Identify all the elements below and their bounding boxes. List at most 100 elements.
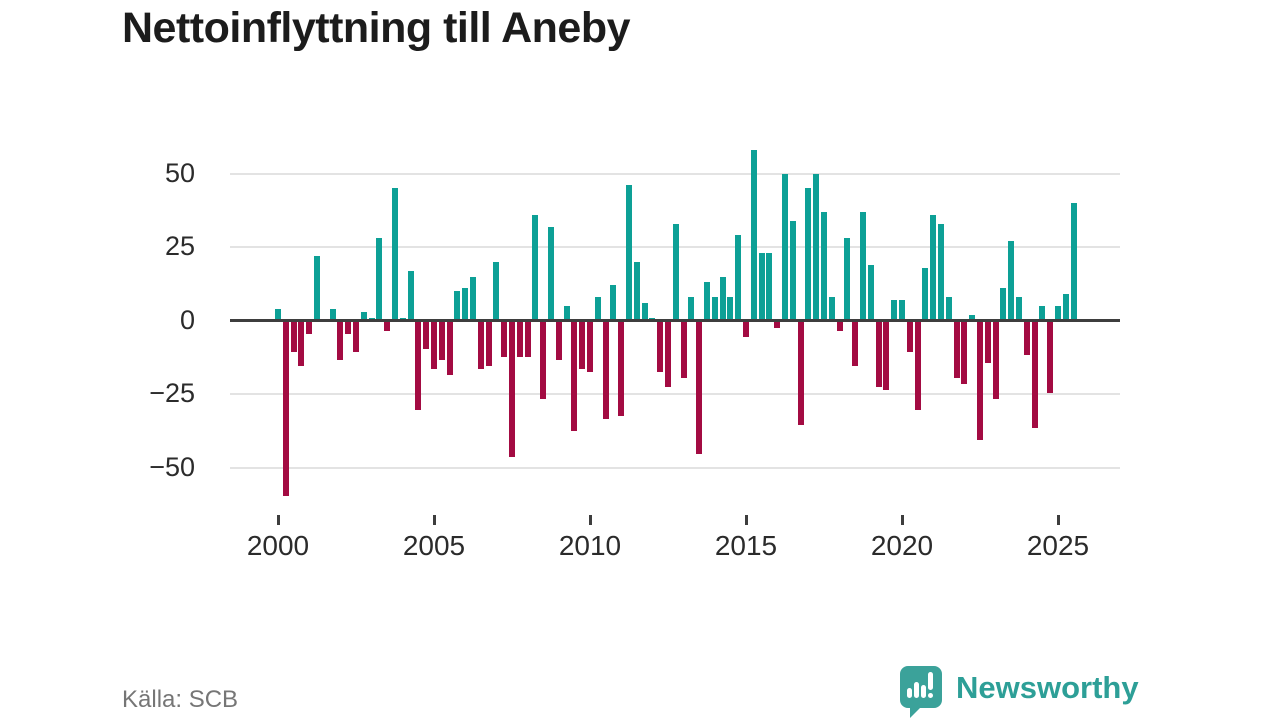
bar-2006Q3 bbox=[477, 320, 484, 370]
bar-2012Q2 bbox=[657, 320, 664, 373]
bar-2008Q3 bbox=[540, 320, 547, 399]
bar-2020Q3 bbox=[914, 320, 921, 411]
bar-2020Q2 bbox=[906, 320, 913, 352]
bar-2024Q2 bbox=[1031, 320, 1038, 429]
bar-2004Q3 bbox=[415, 320, 422, 411]
bar-2019Q4 bbox=[891, 300, 898, 323]
bar-2002Q2 bbox=[345, 320, 352, 334]
y-tick-label-50: 50 bbox=[164, 157, 195, 188]
bar-2016Q1 bbox=[774, 320, 781, 329]
y-axis-labels: 50 25 0 −25 −50 bbox=[115, 140, 210, 520]
gridline-50 bbox=[230, 172, 1120, 175]
bar-2002Q1 bbox=[337, 320, 344, 361]
x-tick-label-2025: 2025 bbox=[1026, 530, 1090, 561]
bar-2023Q1 bbox=[992, 320, 999, 399]
bar-2003Q2 bbox=[376, 238, 383, 323]
bar-2009Q2 bbox=[563, 306, 570, 323]
bar-2000Q2 bbox=[282, 320, 289, 496]
bar-2015Q3 bbox=[758, 253, 765, 323]
x-tick-2025 bbox=[1056, 515, 1060, 525]
bar-2007Q1 bbox=[493, 261, 500, 323]
plot-area: 2000 2005 2010 2015 2020 2025 bbox=[230, 140, 1120, 570]
bar-2011Q4 bbox=[641, 303, 648, 323]
y-tick-label-0: 0 bbox=[179, 304, 195, 335]
source-label: Källa: SCB bbox=[122, 686, 239, 713]
bar-2006Q4 bbox=[485, 320, 492, 367]
brand-name: Newsworthy bbox=[956, 670, 1139, 705]
bar-2024Q1 bbox=[1023, 320, 1030, 355]
bar-2025Q2 bbox=[1062, 294, 1069, 323]
x-tick-2020 bbox=[900, 515, 904, 525]
bar-2022Q3 bbox=[977, 320, 983, 440]
newsworthy-logo-icon bbox=[900, 666, 942, 718]
bar-2011Q1 bbox=[618, 320, 625, 417]
bar-2019Q2 bbox=[875, 320, 882, 387]
bar-2023Q3 bbox=[1008, 241, 1015, 323]
x-tick-label-2005: 2005 bbox=[402, 530, 466, 561]
bar-2018Q3 bbox=[852, 320, 859, 367]
bar-2020Q4 bbox=[922, 267, 929, 323]
bar-2022Q1 bbox=[961, 320, 968, 384]
bar-2018Q4 bbox=[860, 211, 866, 323]
bar-2005Q3 bbox=[446, 320, 453, 376]
x-tick-label-2010: 2010 bbox=[558, 530, 622, 561]
bar-2019Q1 bbox=[867, 264, 874, 323]
bar-2017Q3 bbox=[821, 211, 827, 323]
bar-2012Q3 bbox=[665, 320, 671, 387]
bar-2006Q1 bbox=[462, 288, 469, 323]
bar-2005Q4 bbox=[454, 291, 461, 323]
bar-2022Q2 bbox=[969, 314, 976, 323]
bar-2023Q4 bbox=[1016, 297, 1022, 323]
bar-2025Q3 bbox=[1070, 203, 1077, 323]
bar-2010Q2 bbox=[594, 297, 601, 323]
y-tick-label--25: −25 bbox=[149, 378, 195, 409]
bar-2013Q4 bbox=[704, 282, 710, 323]
bar-2002Q4 bbox=[360, 311, 367, 323]
bar-2021Q2 bbox=[938, 223, 944, 323]
bar-2012Q4 bbox=[672, 223, 679, 323]
bar-2016Q3 bbox=[789, 220, 796, 323]
bar-2013Q2 bbox=[688, 297, 695, 323]
bar-2005Q2 bbox=[438, 320, 445, 361]
bar-2010Q3 bbox=[602, 320, 609, 420]
bar-2000Q1 bbox=[275, 308, 281, 323]
bar-2007Q2 bbox=[501, 320, 508, 358]
bar-2024Q4 bbox=[1047, 320, 1054, 393]
bar-2021Q4 bbox=[953, 320, 960, 379]
bar-2013Q3 bbox=[696, 320, 703, 455]
bar-2015Q1 bbox=[743, 320, 749, 337]
brand-logo: Newsworthy bbox=[898, 664, 1139, 720]
bar-2009Q4 bbox=[579, 320, 586, 370]
x-tick-2010 bbox=[588, 515, 592, 525]
x-tick-label-2015: 2015 bbox=[714, 530, 778, 561]
bar-2010Q1 bbox=[587, 320, 593, 373]
x-tick-2000 bbox=[276, 515, 280, 525]
bar-2010Q4 bbox=[610, 285, 617, 323]
bar-2008Q4 bbox=[548, 226, 554, 323]
bar-2007Q3 bbox=[509, 320, 515, 458]
bar-2011Q3 bbox=[633, 261, 640, 323]
bar-2007Q4 bbox=[516, 320, 523, 358]
bar-2022Q4 bbox=[984, 320, 991, 364]
bar-2024Q3 bbox=[1039, 306, 1046, 323]
bar-2023Q2 bbox=[1000, 288, 1007, 323]
bar-2009Q3 bbox=[571, 320, 578, 431]
x-tick-label-2020: 2020 bbox=[870, 530, 934, 561]
bar-2000Q4 bbox=[298, 320, 305, 367]
bar-2021Q3 bbox=[945, 297, 952, 323]
x-tick-2005 bbox=[432, 515, 436, 525]
bar-2016Q4 bbox=[797, 320, 804, 426]
zero-axis-line bbox=[230, 319, 1120, 322]
bar-2025Q1 bbox=[1055, 306, 1061, 323]
gridline--25 bbox=[230, 393, 1120, 396]
bar-2020Q1 bbox=[899, 300, 905, 323]
bar-2017Q2 bbox=[813, 173, 820, 323]
bar-2001Q2 bbox=[314, 256, 320, 323]
y-tick-label--50: −50 bbox=[149, 451, 195, 482]
bar-2013Q1 bbox=[680, 320, 687, 379]
bar-2009Q1 bbox=[555, 320, 562, 361]
bar-2002Q3 bbox=[353, 320, 359, 352]
bar-2018Q1 bbox=[836, 320, 843, 331]
bar-2000Q3 bbox=[290, 320, 297, 352]
